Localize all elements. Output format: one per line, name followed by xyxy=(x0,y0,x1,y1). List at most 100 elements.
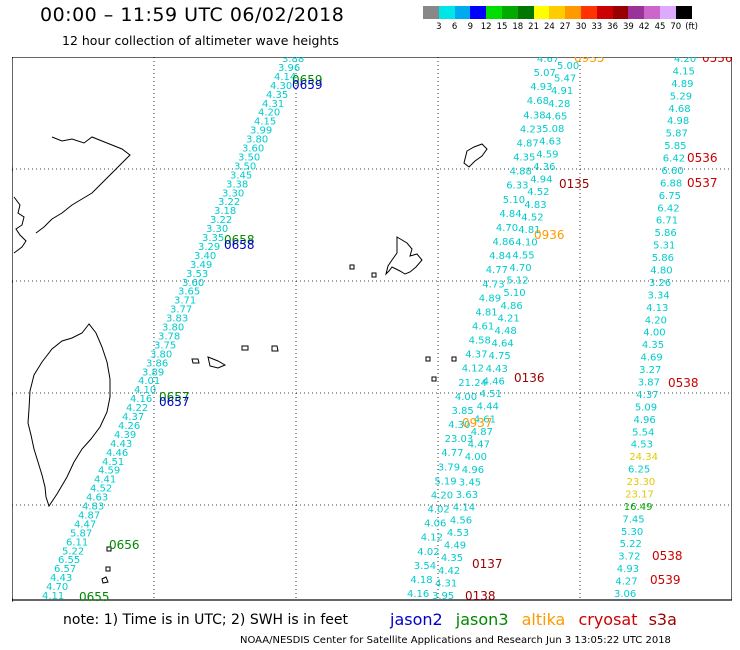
swh-value: 4.10 xyxy=(515,238,537,249)
swh-value: 4.87 xyxy=(517,139,539,150)
wave-height-color-scale xyxy=(423,6,692,19)
swh-value: 4.70 xyxy=(496,223,518,234)
swh-value: 4.58 xyxy=(469,336,491,347)
swh-value: 6.25 xyxy=(628,465,650,476)
swh-value: 3.45 xyxy=(459,477,481,488)
swh-value: 4.87 xyxy=(78,510,100,521)
swh-value: 4.63 xyxy=(539,137,561,148)
swh-value: 3.60 xyxy=(242,144,264,155)
swh-value: 3.50 xyxy=(234,161,256,172)
color-scale-label: 30 xyxy=(575,22,587,32)
swh-value: 3.30 xyxy=(222,188,244,199)
satellite-legend: jason2 jason3 altika cryosat s3a xyxy=(390,610,677,629)
swh-value: 4.65 xyxy=(545,112,567,123)
swh-value: 4.89 xyxy=(479,293,501,304)
swh-value: 3.40 xyxy=(194,251,216,262)
swh-value: 5.00 xyxy=(557,61,579,72)
swh-value: 3.35 xyxy=(202,233,224,244)
track-time-label: 0658 xyxy=(224,238,255,252)
swh-value: 4.59 xyxy=(98,466,120,477)
color-scale-swatch xyxy=(517,6,534,19)
color-scale-swatch xyxy=(423,6,439,19)
swh-value: 4.36 xyxy=(533,162,555,173)
latitude-label: 28 xyxy=(12,165,14,175)
color-scale-label: 21 xyxy=(528,22,540,32)
color-scale-label: 36 xyxy=(607,22,619,32)
swh-value: 3.30 xyxy=(206,224,228,235)
map-frame xyxy=(12,57,732,601)
swh-value: 5.87 xyxy=(666,129,688,140)
swh-value: 4.47 xyxy=(74,519,96,530)
swh-value: 4.59 xyxy=(536,149,558,160)
legend-jason2: jason2 xyxy=(390,610,443,629)
swh-value: 4.70 xyxy=(46,582,68,593)
swh-value: 3.88 xyxy=(282,57,304,65)
swh-value: 4.61 xyxy=(474,414,496,425)
swh-value: 3.96 xyxy=(278,63,300,74)
swh-value: 16.49 xyxy=(624,502,653,513)
color-scale-label: 45 xyxy=(654,22,666,32)
swh-value: 4.94 xyxy=(530,175,552,186)
swh-value: 3.63 xyxy=(456,490,478,501)
swh-value: 4.42 xyxy=(438,566,460,577)
swh-value: 4.56 xyxy=(450,515,472,526)
swh-value: 5.10 xyxy=(503,195,525,206)
swh-value: 3.78 xyxy=(158,332,180,343)
swh-value: 6.57 xyxy=(54,564,76,575)
swh-value: 3.50 xyxy=(238,152,260,163)
map-subtitle: 12 hour collection of altimeter wave hei… xyxy=(62,33,339,48)
swh-value: 4.18 xyxy=(410,575,432,586)
swh-value: 4.86 xyxy=(501,301,523,312)
swh-value: 3.65 xyxy=(178,287,200,298)
swh-value: 5.31 xyxy=(653,241,675,252)
swh-value: 4.69 xyxy=(641,353,663,364)
latitude-label: 22 xyxy=(12,501,13,511)
swh-value: 4.35 xyxy=(266,90,288,101)
color-scale-label: 33 xyxy=(591,22,603,32)
swh-value: 21.24 xyxy=(458,378,487,389)
swh-value: 3.75 xyxy=(154,340,176,351)
swh-value: 4.91 xyxy=(551,86,573,97)
swh-value: 4.23 xyxy=(520,124,542,135)
color-scale-swatch xyxy=(501,6,518,19)
swh-value: 4.30 xyxy=(270,81,292,92)
color-scale-label: 70 xyxy=(670,22,682,32)
swh-value: 4.26 xyxy=(118,421,140,432)
swh-value: 6.75 xyxy=(659,191,681,202)
color-scale-swatch xyxy=(612,6,629,19)
swh-value: 3.60 xyxy=(182,278,204,289)
track-time-label: 0659 xyxy=(292,73,323,87)
color-scale-label: (ft) xyxy=(685,22,698,32)
swh-value: 4.67 xyxy=(537,57,559,65)
track-time-label: 0657 xyxy=(159,390,190,404)
swh-value: 4.70 xyxy=(509,263,531,274)
swh-value: 5.86 xyxy=(655,228,677,239)
swh-value: 3.99 xyxy=(250,126,272,137)
swh-value: 4.37 xyxy=(636,390,658,401)
swh-value: 3.26 xyxy=(649,278,671,289)
track-time-label: 0135 xyxy=(559,177,590,191)
swh-value: 4.46 xyxy=(106,448,128,459)
swh-value: 5.12 xyxy=(506,276,528,287)
swh-value: 4.39 xyxy=(114,430,136,441)
color-scale-swatch xyxy=(659,6,676,19)
swh-value: 3.72 xyxy=(618,552,640,563)
swh-value: 3.87 xyxy=(638,378,660,389)
swh-value: 4.30 xyxy=(448,420,470,431)
note-text: note: 1) Time is in UTC; 2) SWH is in fe… xyxy=(63,612,349,628)
swh-value: 4.31 xyxy=(435,578,457,589)
track-time-label: 0536 xyxy=(702,57,732,65)
swh-value: 3.34 xyxy=(648,290,670,301)
swh-value: 3.77 xyxy=(170,305,192,316)
swh-value: 4.51 xyxy=(102,457,124,468)
swh-value: 4.73 xyxy=(482,279,504,290)
swh-value: 23.03 xyxy=(445,434,474,445)
swh-value: 4.41 xyxy=(94,475,116,486)
color-scale-swatch xyxy=(565,6,581,19)
track-time-label: 0136 xyxy=(514,371,545,385)
color-scale-label: 27 xyxy=(559,22,571,32)
swh-value: 4.43 xyxy=(50,573,72,584)
swh-value: 4.27 xyxy=(615,577,637,588)
swh-value: 4.52 xyxy=(90,484,112,495)
swh-value: 3.89 xyxy=(142,367,164,378)
